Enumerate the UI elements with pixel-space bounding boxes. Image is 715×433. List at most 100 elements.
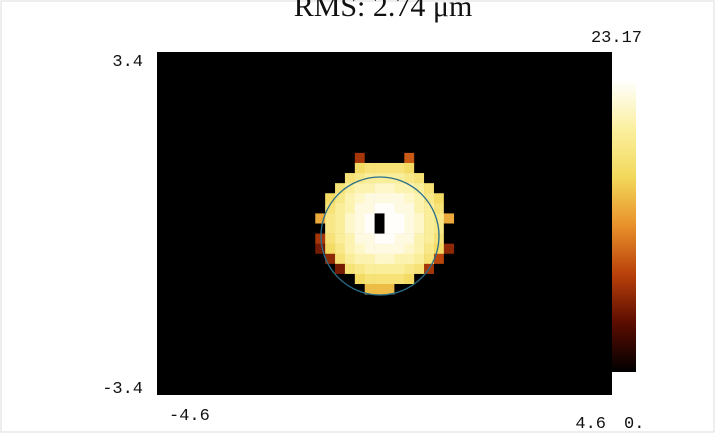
heat-cell [374,223,385,234]
heat-cell [344,193,356,204]
heat-cell [374,173,385,184]
heat-cell [364,183,375,194]
heat-cell [335,253,346,265]
heat-cell [325,213,336,224]
heat-cell [364,233,375,244]
heat-cell [433,203,445,214]
heat-cell [374,193,385,204]
heat-cell [394,263,405,275]
heat-cell [424,183,435,194]
heat-cell [414,183,425,194]
heat-cell [354,273,366,285]
heat-cell [404,243,415,255]
heat-cell [414,193,425,204]
heat-cell [384,213,395,224]
heat-cell [354,253,366,265]
heat-cell [384,263,395,275]
heat-cell [404,203,415,214]
heat-cell [443,203,455,214]
colorbar-tick-label: 0. [624,415,644,433]
heat-cell [443,284,455,295]
heat-cell [384,273,395,285]
x-tick-label: 4.6 [575,415,606,433]
heat-cell [335,203,346,214]
heat-cell [364,203,375,214]
heat-cell [394,193,405,204]
heat-cell [394,253,405,265]
heat-cell [414,173,425,184]
heat-cell [384,162,395,174]
heat-cell [404,152,415,164]
chart-title: RMS: 2.74 μm [294,0,473,23]
heat-cell [384,223,395,234]
heat-cell [374,273,385,285]
heat-cell [414,273,425,285]
heat-cell [384,243,395,255]
heat-cell [394,183,405,194]
heat-cell [364,162,375,174]
heat-cell [335,263,346,275]
heat-cell [433,284,445,295]
heat-cell [335,213,346,224]
heat-cell [394,152,405,164]
heat-cell [315,162,326,174]
heat-cell [325,263,336,275]
heat-cell [335,193,346,204]
heat-cell [443,213,455,224]
heat-cell [414,162,425,174]
heat-cell [374,253,385,265]
heat-cell [433,213,445,224]
heat-cell [404,213,415,224]
heat-cell [364,193,375,204]
heat-cell [433,173,445,184]
heat-cell [335,173,346,184]
heat-cell [384,183,395,194]
heat-cell [443,183,455,194]
heat-cell [325,203,336,214]
heat-cell [424,152,435,164]
heat-cell [414,223,425,234]
heat-cell [335,223,346,234]
heat-cell [315,284,326,295]
heat-cell [374,284,385,295]
heat-cell [335,284,346,295]
heat-cell [315,203,326,214]
heat-cell [335,243,346,255]
heat-cell [433,162,445,174]
heat-cell [354,173,366,184]
heat-cell [344,273,356,285]
heat-cell [424,253,435,265]
heat-cell [404,263,415,275]
heat-cell [404,253,415,265]
heat-cell [404,223,415,234]
heat-cell [394,162,405,174]
heat-cell [394,273,405,285]
heat-cell [433,152,445,164]
heat-cell [384,203,395,214]
heat-cell [433,263,445,275]
heat-cell [344,213,356,224]
heat-cell [315,173,326,184]
heat-cell [344,223,356,234]
heat-cell [424,233,435,244]
heat-cell [394,233,405,244]
heat-cell [384,253,395,265]
heat-cell [424,273,435,285]
heat-cell [404,183,415,194]
heat-cell [433,253,445,265]
heat-cell [364,243,375,255]
heat-cell [404,273,415,285]
heat-cell [433,193,445,204]
heat-cell [433,183,445,194]
heat-cell [344,233,356,244]
heat-cell [354,152,366,164]
heat-cell [414,213,425,224]
heat-cell [414,284,425,295]
heat-cell [315,273,326,285]
heat-cell [315,223,326,234]
heat-cell [394,223,405,234]
heat-cell [443,162,455,174]
heat-cell [374,183,385,194]
heat-cell [344,284,356,295]
